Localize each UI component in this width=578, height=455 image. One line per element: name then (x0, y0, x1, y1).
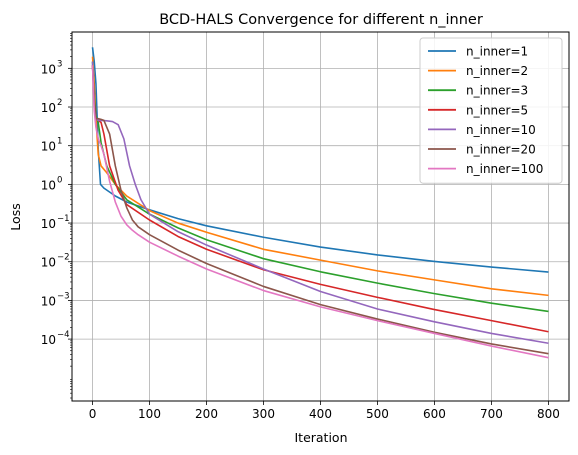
series-line (91, 65, 549, 355)
x-tick-label: 100 (138, 407, 161, 421)
series-line (91, 61, 549, 345)
legend-label: n_inner=1 (466, 45, 528, 59)
y-tick-exponent: −1 (57, 214, 70, 224)
x-tick-label: 200 (195, 407, 218, 421)
y-tick-label: 10 (41, 140, 56, 154)
series-lines (91, 47, 549, 359)
x-tick-label: 600 (423, 407, 446, 421)
y-tick-label: 10 (41, 217, 56, 231)
y-tick-label: 10 (41, 178, 56, 192)
chart-title: BCD-HALS Convergence for different n_inn… (159, 12, 483, 28)
y-tick-exponent: −2 (57, 253, 70, 263)
legend-label: n_inner=3 (466, 84, 528, 98)
x-axis-label: Iteration (294, 430, 347, 445)
y-tick-label: 10 (41, 101, 56, 115)
legend-label: n_inner=10 (466, 123, 536, 137)
y-tick-exponent: 2 (57, 98, 62, 108)
y-tick-label: 10 (41, 256, 56, 270)
x-tick-label: 800 (537, 407, 560, 421)
y-tick-exponent: −4 (57, 330, 70, 340)
x-tick-label: 300 (252, 407, 275, 421)
legend: n_inner=1 n_inner=2 n_inner=3 n_inner=5 n_in… (419, 37, 563, 184)
y-axis-label: Loss (8, 203, 23, 230)
legend-box (419, 37, 563, 184)
legend-label: n_inner=100 (466, 162, 543, 176)
legend-label: n_inner=5 (466, 103, 528, 117)
x-tick-label: 700 (480, 407, 503, 421)
series-line (91, 65, 549, 359)
legend-label: n_inner=2 (466, 64, 528, 78)
x-tick-label: 400 (309, 407, 332, 421)
y-tick-exponent: 0 (57, 175, 62, 185)
y-tick-label: 10 (41, 294, 56, 308)
y-tick-exponent: 3 (57, 59, 62, 69)
x-tick-label: 500 (366, 407, 389, 421)
y-tick-label: 10 (41, 333, 56, 347)
y-tick-exponent: −3 (57, 291, 70, 301)
series-line (91, 56, 549, 297)
legend-label: n_inner=20 (466, 143, 536, 157)
series-line (91, 47, 549, 273)
x-tick-label: 0 (89, 407, 97, 421)
y-tick-label: 10 (41, 62, 56, 76)
y-tick-exponent: 1 (57, 137, 62, 147)
